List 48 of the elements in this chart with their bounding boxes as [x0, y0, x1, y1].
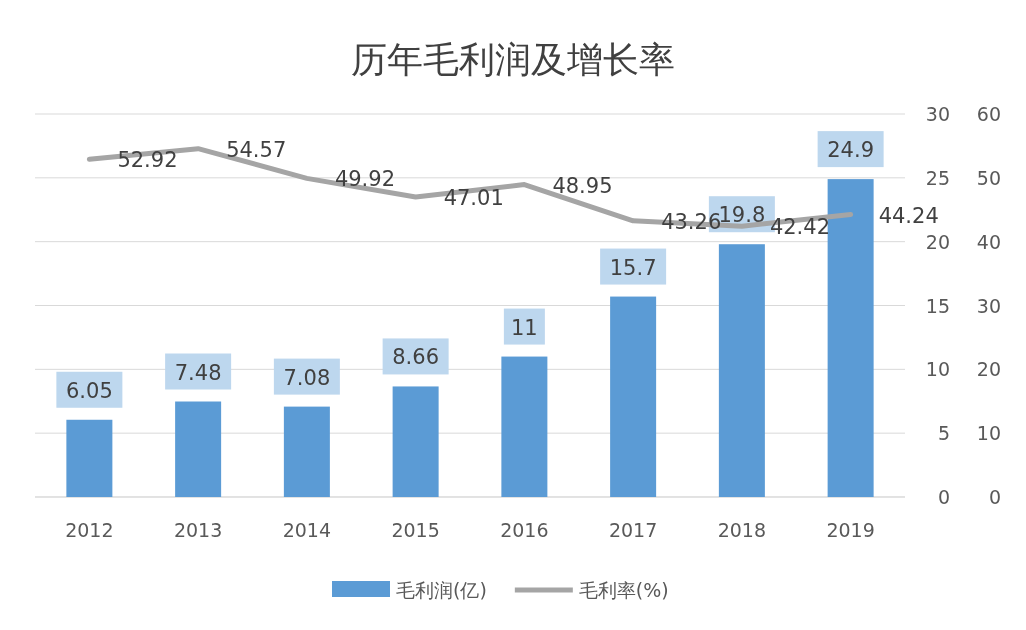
bar	[66, 419, 113, 497]
y-tick-label: 10	[925, 358, 950, 381]
data-label: 24.9	[827, 138, 875, 163]
data-label: 7.48	[174, 360, 222, 385]
y-tick-label: 15	[925, 294, 950, 317]
y-tick-label: 0	[937, 486, 950, 508]
data-label: 43.26	[661, 209, 722, 234]
y2-tick-label: 30	[976, 294, 1001, 317]
x-tick-label: 2017	[608, 519, 658, 541]
data-label: 48.95	[552, 173, 613, 198]
bar	[827, 179, 874, 497]
x-tick-label: 2019	[826, 519, 875, 541]
chart-title: 历年毛利润及增长率	[351, 39, 675, 80]
y-tick-label: 20	[925, 230, 950, 253]
bar	[175, 401, 222, 497]
y2-tick-label: 60	[976, 103, 1001, 125]
data-label: 6.05	[65, 378, 113, 403]
data-label: 15.7	[609, 255, 657, 280]
y2-tick-label: 50	[976, 166, 1001, 189]
y2-tick-label: 20	[976, 358, 1001, 381]
x-tick-label: 2013	[173, 519, 223, 541]
y2-tick-label: 10	[976, 422, 1001, 445]
x-tick-label: 2018	[717, 519, 767, 541]
data-label: 54.57	[226, 137, 287, 162]
x-tick-label: 2015	[391, 519, 440, 541]
y-tick-label: 30	[925, 103, 950, 125]
x-tick-label: 2016	[500, 519, 549, 541]
data-label: 52.92	[117, 148, 178, 173]
data-label: 47.01	[443, 185, 504, 210]
bar	[501, 356, 548, 497]
bar	[283, 406, 330, 497]
bar	[610, 296, 657, 497]
bar	[392, 386, 439, 497]
data-label: 49.92	[334, 167, 395, 192]
legend-label: 毛利率(%)	[578, 579, 669, 601]
data-label: 7.08	[283, 365, 331, 390]
data-label: 11	[511, 315, 538, 340]
y2-tick-label: 40	[976, 230, 1001, 253]
data-label: 44.24	[878, 203, 939, 228]
legend-label: 毛利润(亿)	[396, 579, 487, 601]
x-tick-label: 2012	[65, 519, 114, 541]
y2-tick-label: 0	[988, 486, 1001, 508]
bar	[718, 244, 765, 497]
y-tick-label: 25	[925, 166, 950, 189]
y-tick-label: 5	[937, 422, 950, 445]
data-label: 42.42	[769, 215, 830, 240]
x-tick-label: 2014	[282, 519, 332, 541]
data-label: 8.66	[392, 345, 440, 370]
